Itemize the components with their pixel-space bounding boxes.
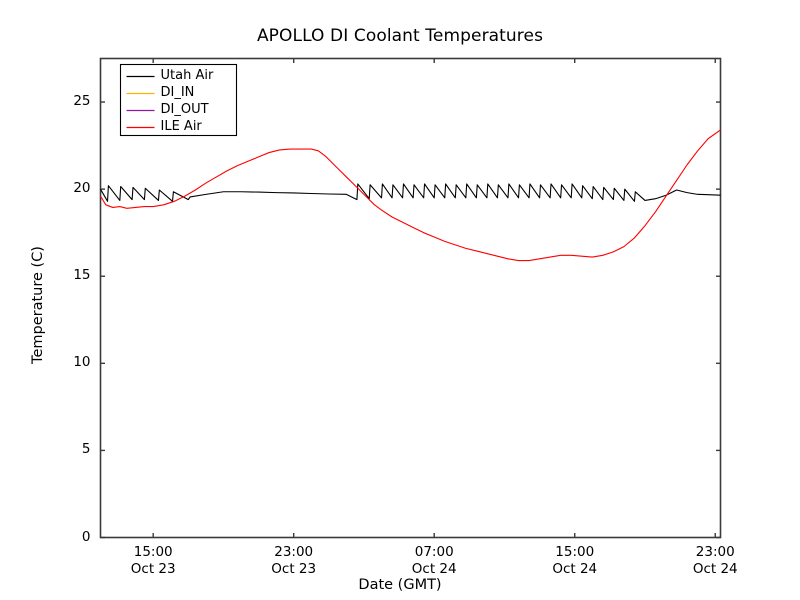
x-tick-time: 15:00 bbox=[133, 543, 173, 560]
chart-title: APOLLO DI Coolant Temperatures bbox=[256, 26, 544, 46]
x-tick-date: Oct 23 bbox=[271, 560, 317, 577]
x-tick-time: 15:00 bbox=[555, 543, 595, 560]
y-tick-label: 15 bbox=[73, 267, 91, 284]
series-line-utah-air bbox=[100, 183, 721, 202]
legend-label-di-out[interactable]: DI_OUT bbox=[160, 101, 209, 117]
y-tick-label: 0 bbox=[81, 528, 91, 545]
x-tick-time: 23:00 bbox=[695, 543, 735, 560]
x-tick-time: 07:00 bbox=[414, 543, 454, 560]
x-tick-date: Oct 24 bbox=[411, 560, 457, 577]
plot-frame bbox=[99, 57, 722, 539]
y-tick-label: 25 bbox=[73, 93, 91, 110]
x-tick-time: 23:00 bbox=[274, 543, 314, 560]
legend-label-ile-air[interactable]: ILE Air bbox=[160, 118, 202, 134]
legend-label-di-in[interactable]: DI_IN bbox=[160, 84, 195, 100]
y-tick-label: 20 bbox=[73, 180, 91, 197]
x-axis-label: Date (GMT) bbox=[358, 577, 442, 593]
x-tick-date: Oct 24 bbox=[692, 560, 738, 577]
y-tick-label: 5 bbox=[81, 441, 91, 458]
y-axis-label: Temperature (C) bbox=[30, 246, 46, 364]
legend-label-utah-air[interactable]: Utah Air bbox=[160, 67, 214, 83]
y-tick-label: 10 bbox=[73, 354, 91, 371]
series-line-ile-air bbox=[100, 129, 721, 262]
x-tick-date: Oct 24 bbox=[552, 560, 598, 577]
x-tick-date: Oct 23 bbox=[130, 560, 176, 577]
